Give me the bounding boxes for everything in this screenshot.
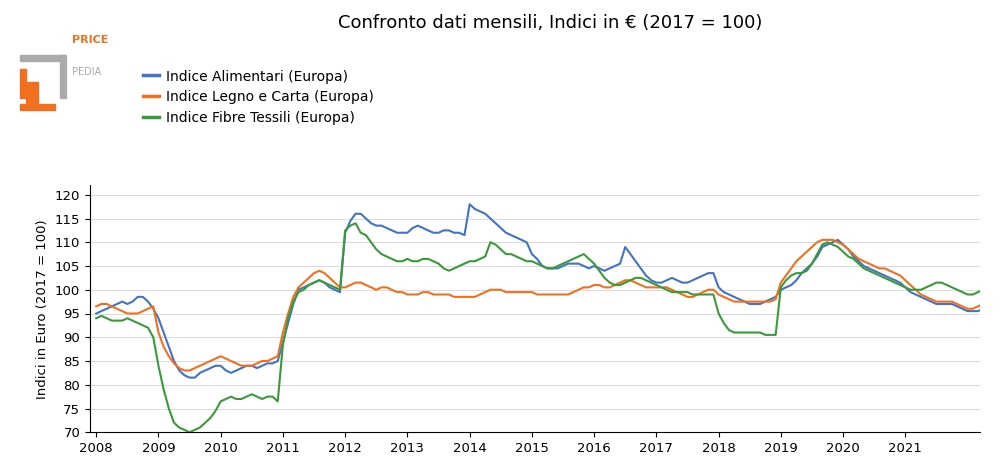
Bar: [20, 104, 55, 110]
Bar: [20, 68, 26, 98]
FancyArrow shape: [26, 82, 38, 103]
Text: PEDIA: PEDIA: [72, 66, 101, 77]
Y-axis label: Indici in Euro (2017 = 100): Indici in Euro (2017 = 100): [36, 219, 49, 399]
Bar: [60, 55, 66, 98]
Legend: Indice Alimentari (Europa), Indice Legno e Carta (Europa), Indice Fibre Tessili : Indice Alimentari (Europa), Indice Legno…: [137, 64, 380, 131]
Text: PRICE: PRICE: [72, 35, 108, 46]
Text: Confronto dati mensili, Indici in € (2017 = 100): Confronto dati mensili, Indici in € (201…: [338, 14, 762, 32]
Bar: [20, 55, 65, 61]
